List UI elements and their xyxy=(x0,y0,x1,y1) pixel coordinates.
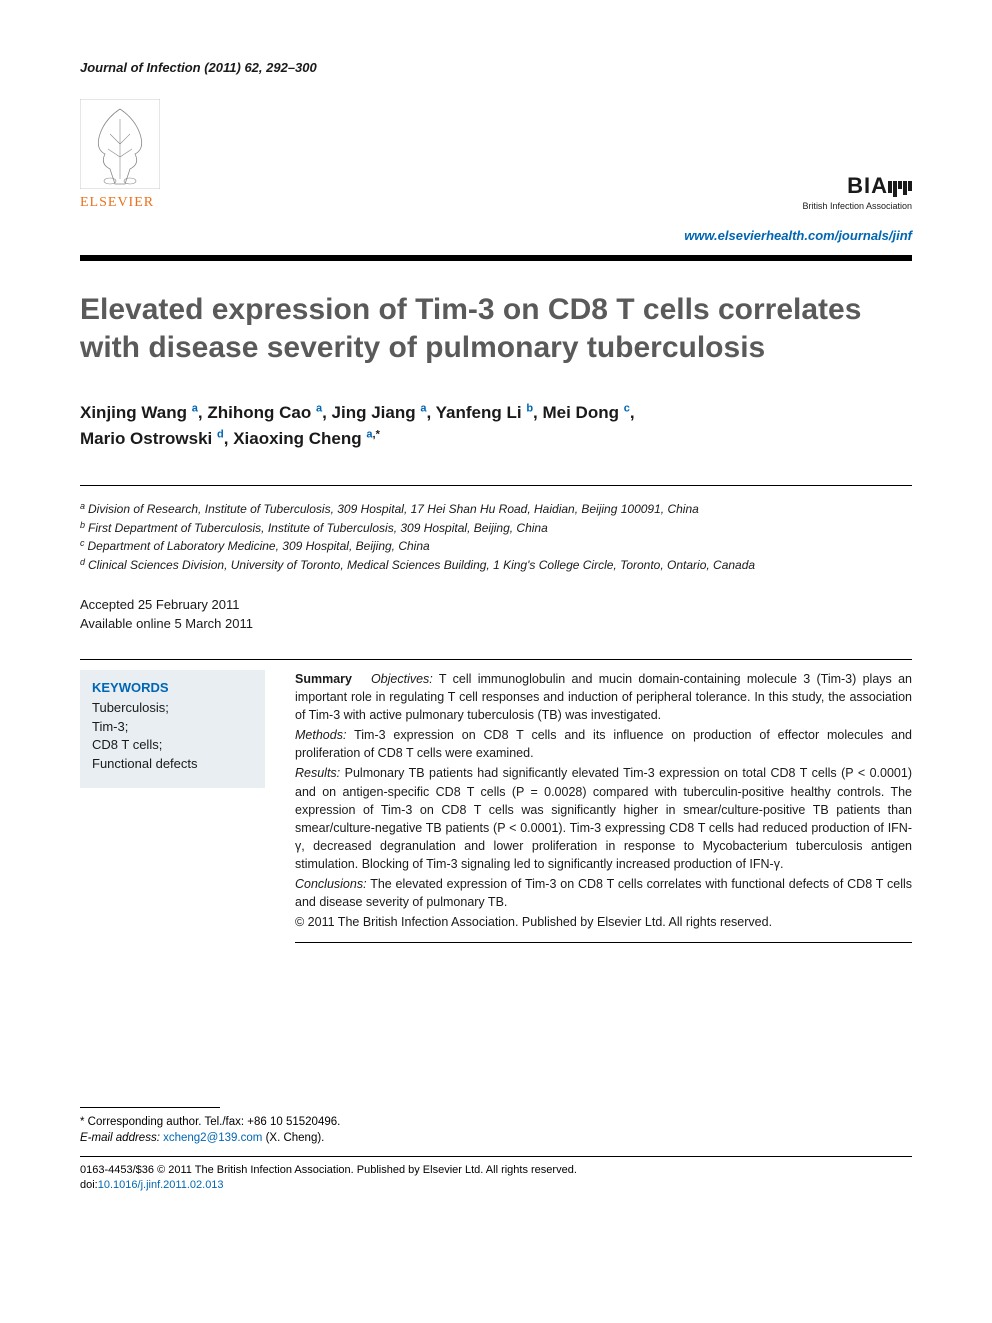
affiliation-d: Clinical Sciences Division, University o… xyxy=(88,556,755,575)
results-label: Results: xyxy=(295,766,340,780)
keywords-box: KEYWORDS Tuberculosis; Tim-3; CD8 T cell… xyxy=(80,670,265,788)
author-aff[interactable]: a xyxy=(316,402,322,414)
email-label: E-mail address: xyxy=(80,1132,160,1144)
publication-info: 0163-4453/$36 © 2011 The British Infecti… xyxy=(80,1163,912,1194)
journal-link-row: www.elsevierhealth.com/journals/jinf xyxy=(80,227,912,245)
author-aff[interactable]: b xyxy=(526,402,533,414)
keywords-list: Tuberculosis; Tim-3; CD8 T cells; Functi… xyxy=(92,699,253,774)
online-date: Available online 5 March 2011 xyxy=(80,615,912,633)
dates-block: Accepted 25 February 2011 Available onli… xyxy=(80,596,912,632)
author-aff[interactable]: a xyxy=(192,402,198,414)
header-logos-row: ELSEVIER BIA British Infection Associati… xyxy=(80,99,912,211)
summary-heading: Summary xyxy=(295,672,352,686)
article-title: Elevated expression of Tim-3 on CD8 T ce… xyxy=(80,291,912,366)
accepted-date: Accepted 25 February 2011 xyxy=(80,596,912,614)
issn-copyright: 0163-4453/$36 © 2011 The British Infecti… xyxy=(80,1163,912,1178)
elsevier-tree-icon xyxy=(80,99,160,189)
bia-stripes-icon xyxy=(888,181,912,197)
doi-label: doi: xyxy=(80,1179,98,1191)
footnote-rule xyxy=(80,1107,220,1108)
author-aff[interactable]: c xyxy=(624,402,630,414)
author: Jing Jiang xyxy=(332,403,416,422)
bottom-divider xyxy=(80,1156,912,1157)
summary-block: Summary Objectives: T cell immunoglobuli… xyxy=(295,670,912,957)
conclusions-label: Conclusions: xyxy=(295,877,367,891)
author: Xinjing Wang xyxy=(80,403,187,422)
affiliations-block: aDivision of Research, Institute of Tube… xyxy=(80,500,912,574)
thin-divider xyxy=(80,485,912,486)
journal-url-link[interactable]: www.elsevierhealth.com/journals/jinf xyxy=(684,228,912,243)
affiliation-a: Division of Research, Institute of Tuber… xyxy=(88,500,699,519)
author: Yanfeng Li xyxy=(436,403,522,422)
corr-note: * Corresponding author. Tel./fax: +86 10… xyxy=(80,1114,912,1130)
summary-end-rule xyxy=(295,942,912,943)
methods-label: Methods: xyxy=(295,728,346,742)
corresponding-author-block: * Corresponding author. Tel./fax: +86 10… xyxy=(80,1114,912,1146)
affiliation-b: First Department of Tuberculosis, Instit… xyxy=(88,519,548,538)
author: Xiaoxing Cheng xyxy=(233,429,361,448)
thick-divider xyxy=(80,255,912,261)
elsevier-name: ELSEVIER xyxy=(80,195,154,211)
journal-reference: Journal of Infection (2011) 62, 292–300 xyxy=(80,60,912,75)
authors-list: Xinjing Wang a, Zhihong Cao a, Jing Jian… xyxy=(80,400,912,451)
bia-full-name: British Infection Association xyxy=(802,201,912,211)
author: Zhihong Cao xyxy=(207,403,311,422)
results-text: Pulmonary TB patients had significantly … xyxy=(295,766,912,871)
doi-link[interactable]: 10.1016/j.jinf.2011.02.013 xyxy=(98,1179,224,1191)
affiliation-c: Department of Laboratory Medicine, 309 H… xyxy=(88,537,430,556)
objectives-label: Objectives: xyxy=(371,672,433,686)
summary-copyright: © 2011 The British Infection Association… xyxy=(295,913,912,931)
corr-email-link[interactable]: xcheng2@139.com xyxy=(163,1132,262,1144)
methods-text: Tim-3 expression on CD8 T cells and its … xyxy=(295,728,912,760)
corr-marker[interactable]: ,* xyxy=(373,428,380,440)
author: Mario Ostrowski xyxy=(80,429,212,448)
bia-logo-block: BIA British Infection Association xyxy=(802,173,912,211)
bia-abbrev: BIA xyxy=(847,173,888,198)
author-aff[interactable]: a xyxy=(420,402,426,414)
elsevier-logo: ELSEVIER xyxy=(80,99,160,211)
author-aff[interactable]: d xyxy=(217,428,224,440)
author: Mei Dong xyxy=(543,403,620,422)
corr-email-name: (X. Cheng). xyxy=(266,1132,325,1144)
keywords-heading: KEYWORDS xyxy=(92,680,253,695)
conclusions-text: The elevated expression of Tim-3 on CD8 … xyxy=(295,877,912,909)
